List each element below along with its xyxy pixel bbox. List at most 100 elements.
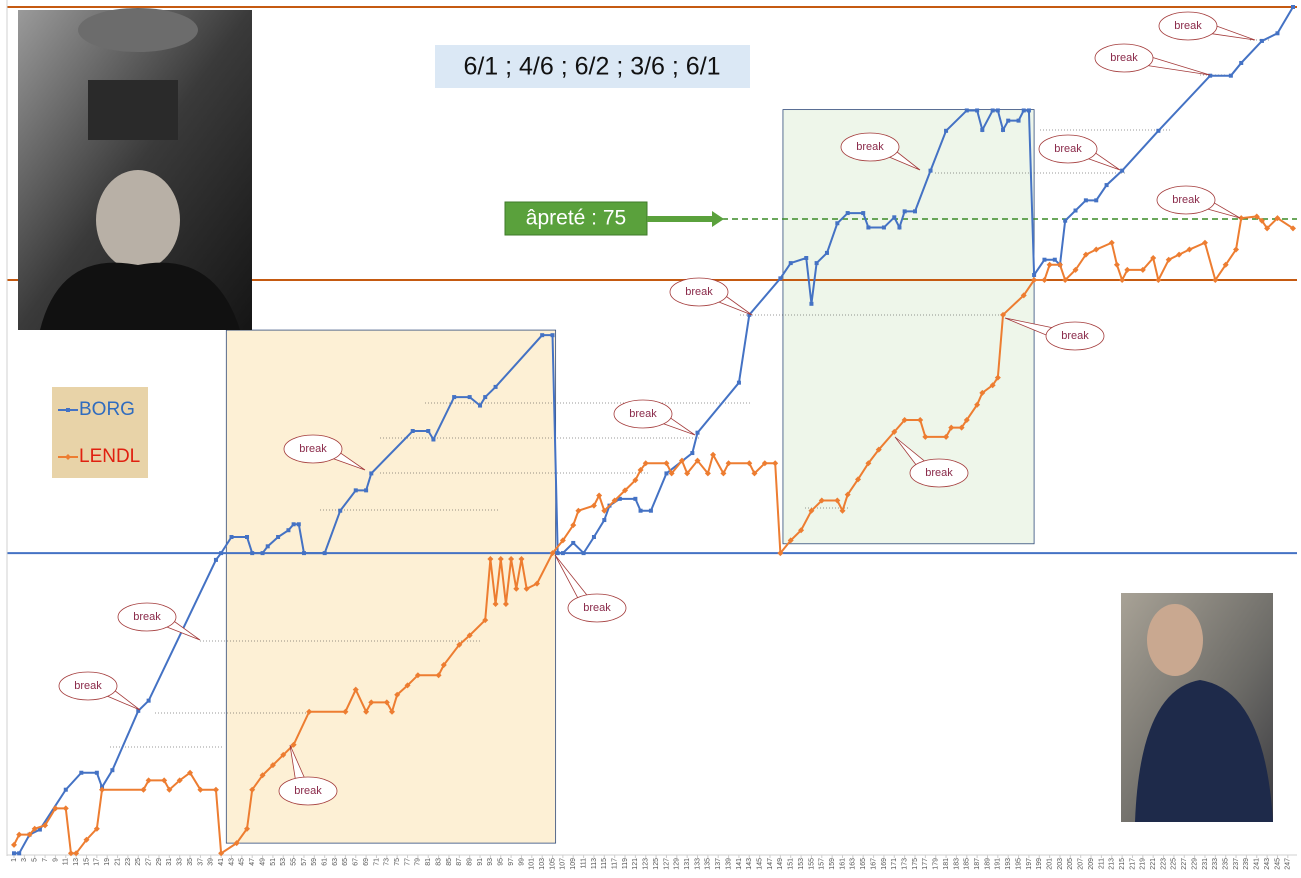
point-marker	[1016, 118, 1021, 123]
point-marker	[197, 786, 204, 793]
point-marker	[772, 460, 779, 467]
point-marker	[467, 395, 472, 400]
point-marker	[456, 641, 463, 648]
x-tick-label: 209	[1088, 858, 1095, 870]
x-tick-label: 67	[353, 858, 360, 866]
callout-bubble	[909, 458, 969, 488]
callout-label: break	[856, 141, 884, 153]
point-marker	[1264, 225, 1271, 232]
point-marker	[1238, 215, 1245, 222]
x-tick-label: 117	[612, 858, 619, 869]
point-marker	[369, 471, 374, 476]
point-marker	[492, 600, 499, 607]
x-tick-label: 85	[446, 858, 453, 866]
highlight-region	[782, 109, 1035, 545]
point-marker	[866, 225, 871, 230]
x-tick-label: 225	[1171, 858, 1178, 870]
point-marker	[1119, 277, 1126, 284]
series-line	[13, 215, 1294, 856]
threshold-label-box	[504, 201, 648, 236]
point-marker	[559, 537, 566, 544]
x-tick-label: 53	[280, 858, 287, 866]
point-marker	[611, 497, 618, 504]
point-marker	[1073, 208, 1078, 213]
x-tick-label: 233	[1212, 858, 1219, 870]
point-marker	[161, 777, 168, 784]
x-tick-label: 7	[42, 858, 49, 862]
point-marker	[788, 261, 793, 266]
legend-label: LENDL	[79, 446, 140, 467]
point-marker	[338, 508, 343, 513]
callout-label: break	[685, 286, 713, 298]
x-tick-label: 77	[404, 858, 411, 866]
x-tick-label: 97	[508, 858, 515, 866]
point-marker	[778, 276, 783, 281]
point-marker	[94, 770, 99, 775]
x-tick-label: 13	[73, 858, 80, 866]
x-tick-label: 49	[259, 858, 266, 866]
point-marker	[1032, 272, 1037, 277]
guide-lines	[110, 39, 1270, 748]
point-marker	[809, 301, 814, 306]
point-marker	[301, 551, 306, 556]
point-marker	[814, 261, 819, 266]
point-marker	[550, 333, 555, 338]
point-marker	[549, 550, 556, 557]
point-marker	[1139, 266, 1146, 273]
point-marker	[404, 682, 411, 689]
point-marker	[435, 672, 442, 679]
x-tick-label: 29	[156, 858, 163, 866]
callout-bubble	[613, 399, 673, 429]
callout-bubble	[567, 593, 627, 623]
point-marker	[725, 460, 732, 467]
point-marker	[260, 551, 265, 556]
x-tick-label: 159	[829, 858, 836, 870]
x-tick-label: 103	[539, 858, 546, 870]
point-marker	[602, 518, 607, 523]
x-tick-label: 95	[498, 858, 505, 866]
x-tick-label: 175	[912, 858, 919, 870]
point-marker	[720, 470, 727, 477]
x-tick-label: 213	[1109, 858, 1116, 870]
x-tick-label: 147	[767, 858, 774, 870]
x-tick-label: 83	[435, 858, 442, 866]
x-tick-label: 105	[549, 858, 556, 870]
point-marker	[1120, 168, 1125, 173]
x-tick-label: 157	[819, 858, 826, 870]
x-tick-label: 17	[94, 858, 101, 866]
x-tick-label: 35	[187, 858, 194, 866]
legend-background	[52, 387, 148, 478]
x-tick-label: 239	[1243, 858, 1250, 870]
point-marker	[963, 416, 970, 423]
point-marker	[62, 805, 69, 812]
x-tick-label: 171	[891, 858, 898, 870]
point-marker	[37, 827, 42, 832]
point-marker	[110, 768, 115, 773]
x-tick-label: 215	[1119, 858, 1126, 870]
point-marker	[250, 551, 255, 556]
point-marker	[581, 551, 586, 556]
x-tick-label: 75	[394, 858, 401, 866]
x-tick-label: 155	[808, 858, 815, 870]
point-marker	[306, 708, 313, 715]
point-marker	[922, 433, 929, 440]
x-tick-label: 11	[63, 858, 70, 865]
x-tick-label: 197	[1026, 858, 1033, 870]
x-tick-label: 149	[777, 858, 784, 870]
x-tick-label: 21	[114, 858, 121, 866]
point-marker	[11, 841, 17, 848]
x-tick-label: 211	[1098, 858, 1105, 869]
point-marker	[259, 772, 266, 779]
callout-bubble	[1158, 11, 1218, 41]
chart-title: 6/1 ; 4/6 ; 6/2 ; 3/6 ; 6/1	[463, 53, 720, 81]
x-tick-label: 45	[239, 858, 246, 866]
photo-borg	[18, 8, 252, 330]
x-tick-label: 205	[1067, 858, 1074, 870]
x-tick-label: 5	[32, 858, 39, 862]
x-tick-label: 79	[415, 858, 422, 866]
point-marker	[664, 471, 669, 476]
callout-bubble	[278, 776, 338, 806]
point-marker	[808, 507, 815, 514]
x-tick-label: 143	[746, 858, 753, 870]
point-marker	[834, 497, 841, 504]
